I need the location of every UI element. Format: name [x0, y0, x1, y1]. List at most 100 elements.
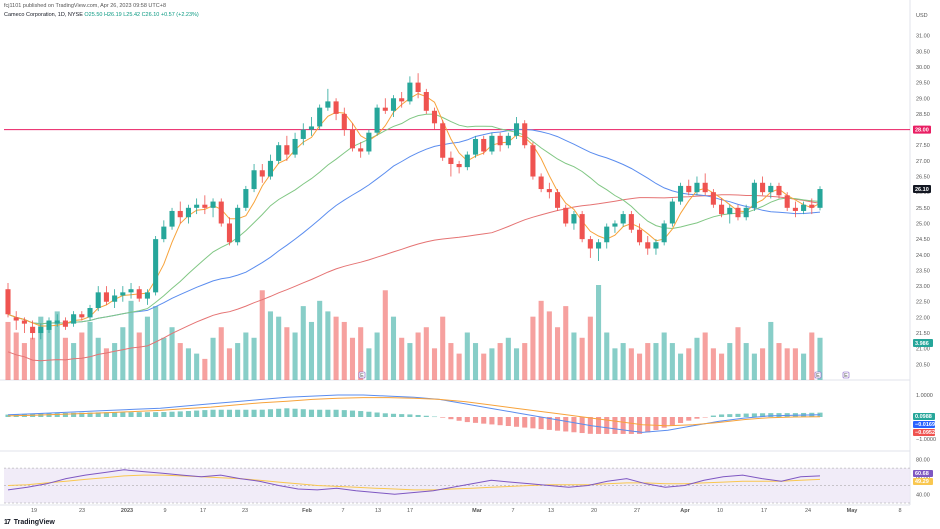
candle-body[interactable]: [292, 138, 298, 155]
candle-body[interactable]: [735, 207, 741, 218]
candle-body[interactable]: [333, 101, 339, 114]
candle-body[interactable]: [54, 320, 60, 324]
candle-body[interactable]: [522, 123, 528, 146]
candle-body[interactable]: [308, 126, 315, 130]
candle-body[interactable]: [226, 223, 232, 243]
candle-body[interactable]: [325, 101, 331, 108]
candle-body[interactable]: [604, 226, 610, 243]
candle-body[interactable]: [554, 192, 561, 208]
candle-body[interactable]: [612, 223, 618, 227]
candle-body[interactable]: [144, 292, 150, 299]
candle-body[interactable]: [620, 214, 626, 224]
candle-body[interactable]: [596, 242, 602, 249]
candle-body[interactable]: [653, 242, 659, 249]
candle-body[interactable]: [719, 204, 725, 215]
candle-body[interactable]: [259, 170, 265, 177]
candle-body[interactable]: [13, 317, 19, 321]
candle-body[interactable]: [128, 289, 134, 293]
candle-body[interactable]: [194, 204, 200, 208]
candle-body[interactable]: [423, 92, 429, 111]
candle-body[interactable]: [776, 185, 782, 196]
candle-body[interactable]: [71, 314, 77, 324]
earnings-event-marker[interactable]: [358, 371, 366, 379]
candle-body[interactable]: [784, 195, 790, 208]
candle-body[interactable]: [79, 314, 85, 318]
candle-body[interactable]: [464, 154, 470, 168]
candle-body[interactable]: [30, 326, 36, 334]
candle-body[interactable]: [587, 239, 593, 249]
candle-body[interactable]: [366, 132, 372, 152]
candle-body[interactable]: [579, 214, 585, 240]
candle-body[interactable]: [686, 185, 692, 193]
earnings-event-marker[interactable]: [814, 371, 822, 379]
candle-body[interactable]: [415, 82, 421, 92]
candle-body[interactable]: [210, 201, 216, 208]
candle-body[interactable]: [21, 320, 27, 324]
candle-body[interactable]: [95, 292, 101, 308]
candle-body[interactable]: [399, 98, 405, 102]
candle-body[interactable]: [497, 135, 503, 146]
candle-body[interactable]: [349, 129, 356, 149]
candle-body[interactable]: [669, 201, 675, 224]
candle-body[interactable]: [382, 107, 388, 111]
tradingview-brand[interactable]: 17 TradingView: [4, 519, 55, 526]
candle-body[interactable]: [751, 182, 757, 208]
ohlc-values[interactable]: O25.50 H26.19 L25.42 C26.10 +0.57 (+2.23…: [84, 12, 199, 18]
candle-body[interactable]: [169, 210, 175, 227]
candle-body[interactable]: [87, 308, 93, 318]
candle-body[interactable]: [62, 320, 68, 327]
candle-body[interactable]: [374, 107, 380, 133]
candle-body[interactable]: [407, 82, 413, 102]
candle-body[interactable]: [563, 207, 569, 224]
candle-body[interactable]: [645, 242, 651, 249]
candle-body[interactable]: [177, 210, 183, 218]
candle-body[interactable]: [505, 135, 511, 146]
candle-body[interactable]: [448, 157, 454, 164]
candle-body[interactable]: [489, 135, 495, 152]
candle-body[interactable]: [341, 113, 347, 130]
candle-body[interactable]: [481, 138, 487, 152]
candle-body[interactable]: [637, 229, 643, 243]
candle-body[interactable]: [251, 170, 257, 190]
candle-body[interactable]: [571, 214, 577, 224]
candle-body[interactable]: [218, 201, 224, 224]
candle-body[interactable]: [702, 182, 708, 193]
candle-body[interactable]: [120, 292, 126, 296]
candle-body[interactable]: [317, 107, 323, 127]
candle-body[interactable]: [628, 214, 634, 230]
candle-body[interactable]: [284, 145, 290, 155]
candle-body[interactable]: [743, 207, 749, 218]
candle-body[interactable]: [678, 185, 684, 202]
candle-body[interactable]: [358, 148, 364, 152]
candle-body[interactable]: [153, 239, 159, 293]
candle-body[interactable]: [243, 189, 249, 208]
candle-body[interactable]: [161, 226, 167, 240]
candle-body[interactable]: [513, 123, 520, 136]
candle-body[interactable]: [760, 182, 766, 193]
candle-body[interactable]: [38, 326, 44, 334]
candle-body[interactable]: [727, 207, 733, 215]
candle-body[interactable]: [456, 164, 462, 168]
candle-body[interactable]: [5, 289, 11, 315]
candle-body[interactable]: [538, 176, 544, 190]
candle-body[interactable]: [546, 189, 552, 193]
earnings-event-marker[interactable]: [842, 371, 850, 379]
candle-body[interactable]: [809, 204, 815, 208]
candle-body[interactable]: [136, 289, 142, 299]
candle-body[interactable]: [267, 160, 274, 177]
candle-body[interactable]: [390, 98, 397, 111]
candle-body[interactable]: [46, 320, 52, 330]
candle-body[interactable]: [792, 207, 798, 211]
candle-body[interactable]: [694, 182, 700, 193]
candle-body[interactable]: [472, 138, 479, 155]
candle-body[interactable]: [300, 129, 306, 139]
candle-body[interactable]: [710, 192, 716, 205]
candle-body[interactable]: [235, 207, 241, 243]
candle-body[interactable]: [185, 207, 191, 218]
candle-body[interactable]: [801, 204, 807, 211]
candle-body[interactable]: [202, 204, 208, 208]
candle-body[interactable]: [276, 145, 282, 161]
candle-body[interactable]: [817, 189, 823, 208]
candle-body[interactable]: [103, 292, 109, 302]
